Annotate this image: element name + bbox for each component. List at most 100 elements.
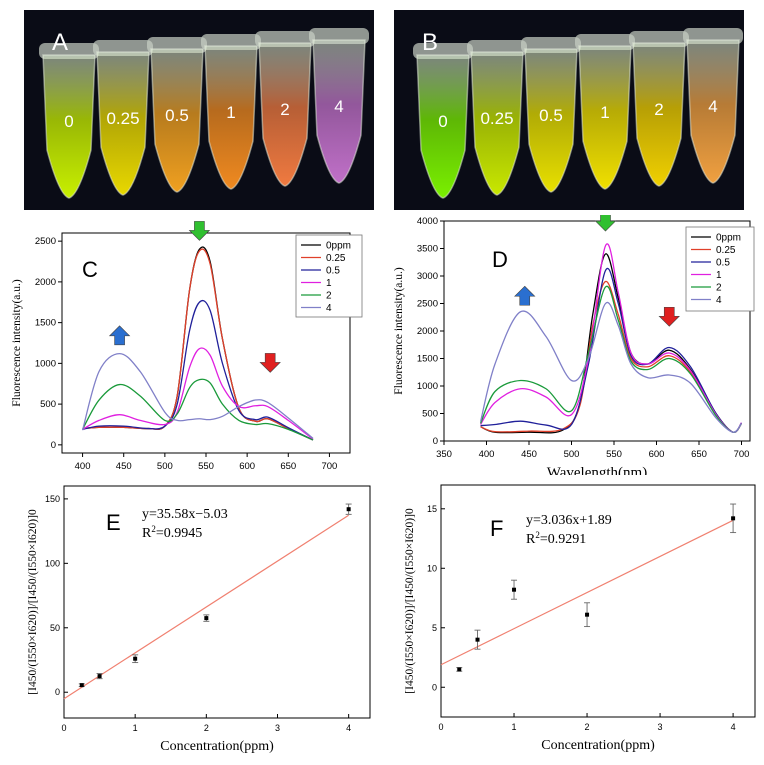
- r-squared: R2=0.9291: [526, 530, 586, 547]
- x-tick-label: 1: [512, 722, 517, 732]
- legend-entry: 0ppm: [326, 241, 351, 252]
- y-tick-label: 1500: [35, 318, 56, 329]
- y-tick-label: 1000: [417, 381, 438, 392]
- x-tick-label: 0: [438, 722, 443, 732]
- tube-label: 0: [438, 112, 447, 131]
- x-tick-label: 550: [198, 461, 214, 472]
- x-tick-label: 500: [564, 449, 580, 460]
- r-squared-exponent: 2: [535, 530, 540, 540]
- data-point: [475, 637, 480, 642]
- tube: [632, 42, 686, 187]
- tube-label: 0.5: [165, 106, 189, 125]
- tube-label: 0.25: [106, 109, 139, 128]
- x-tick-label: 650: [280, 461, 296, 472]
- x-tick-label: 3: [658, 722, 663, 732]
- tube-label: 0.25: [480, 109, 513, 128]
- x-tick-label: 600: [649, 449, 665, 460]
- r-squared-symbol: R: [526, 532, 536, 547]
- arrow-marker: [594, 215, 617, 232]
- chart-f: 0 1 2 3 4 0 5 10 15 Concentration(ppm) [I450/(I550…: [404, 484, 756, 753]
- fit-equation: y=3.036x+1.89: [526, 513, 612, 528]
- x-tick-label: 550: [606, 449, 622, 460]
- plot-frame: [440, 484, 756, 718]
- x-tick-label: 450: [116, 461, 132, 472]
- panel-letter: B: [422, 29, 438, 56]
- data-point: [97, 674, 102, 679]
- data-point: [133, 656, 138, 661]
- x-tick-label: 2: [204, 723, 209, 733]
- fit-line: [440, 519, 734, 666]
- y-tick-label: 150: [45, 494, 60, 504]
- tube-label: 0: [64, 112, 73, 131]
- x-tick-label: 1: [133, 723, 138, 733]
- tube: [416, 54, 470, 199]
- tube-label: 4: [708, 97, 717, 116]
- series-line: [82, 378, 314, 441]
- x-tick-label: 400: [479, 449, 495, 460]
- arrow-marker: [188, 221, 211, 241]
- y-tick-label: 500: [422, 409, 438, 420]
- y-axis-label: Fluorescence intensity(a.u.): [393, 267, 405, 395]
- series-line: [82, 248, 314, 441]
- x-tick-label: 4: [346, 723, 351, 733]
- series-line: [479, 243, 743, 433]
- legend-entry: 0.25: [716, 245, 736, 256]
- fit-line: [63, 514, 349, 700]
- arrow-marker: [108, 325, 131, 346]
- series-line: [480, 267, 743, 433]
- y-tick-label: 10: [427, 563, 437, 573]
- arrow-marker: [259, 353, 281, 373]
- y-tick-label: 15: [427, 504, 437, 514]
- r-squared-symbol: R: [142, 526, 152, 541]
- y-tick-label: 3000: [417, 271, 438, 282]
- legend-entry: 4: [716, 295, 722, 306]
- r-squared-value: =0.9945: [156, 526, 202, 541]
- chart-d: 350 400 450 500 550 600 650 700 0 500 1000 1500 2000…: [393, 215, 755, 475]
- y-axis-label: [I450/(I550×I620)]/[I450/(I550×I620)]0: [27, 509, 39, 695]
- y-tick-label: 100: [45, 558, 60, 568]
- y-tick-label: 5: [432, 623, 437, 633]
- y-tick-label: 0: [432, 682, 437, 692]
- tube: [258, 42, 312, 187]
- x-tick-label: 700: [321, 461, 337, 472]
- legend-entry: 2: [326, 291, 332, 302]
- y-tick-label: 1000: [35, 358, 56, 369]
- x-tick-label: 3: [275, 723, 280, 733]
- plot-frame: [63, 485, 371, 719]
- y-axis-label: [I450/(I550×I620)]/[I450/(I550×I620)]0: [404, 508, 416, 694]
- series-line: [82, 300, 314, 441]
- panel-letter: E: [106, 510, 121, 535]
- x-tick-label: 4: [731, 722, 736, 732]
- x-tick-label: 0: [61, 723, 66, 733]
- y-tick-label: 1500: [417, 354, 438, 365]
- legend-entry: 1: [326, 278, 332, 289]
- series-line: [82, 347, 314, 440]
- legend-entry: 2: [716, 283, 722, 294]
- panel-letter: D: [492, 247, 508, 272]
- data-point: [204, 616, 209, 621]
- tube-label: 4: [334, 97, 343, 116]
- y-tick-label: 4000: [417, 216, 438, 227]
- panel-letter: F: [490, 516, 503, 541]
- y-tick-label: 2500: [417, 299, 438, 310]
- tube-label: 2: [280, 100, 289, 119]
- data-point: [79, 683, 84, 688]
- y-tick-label: 50: [50, 623, 60, 633]
- legend-entry: 1: [716, 270, 722, 281]
- tube-label: 1: [226, 103, 235, 122]
- tube: [578, 45, 632, 190]
- data-point: [346, 507, 351, 512]
- tube-label: 0.5: [539, 106, 563, 125]
- tube: [150, 48, 204, 193]
- y-tick-label: 500: [40, 399, 56, 410]
- arrow-marker: [514, 285, 536, 306]
- tube: [204, 45, 258, 190]
- x-tick-label: 2: [585, 722, 590, 732]
- x-tick-label: 400: [75, 461, 91, 472]
- legend-box: [685, 226, 755, 312]
- x-tick-label: 600: [239, 461, 255, 472]
- x-tick-label: 700: [734, 449, 750, 460]
- series-line: [479, 301, 743, 433]
- tube-label: 2: [654, 100, 663, 119]
- x-tick-label: 350: [436, 449, 452, 460]
